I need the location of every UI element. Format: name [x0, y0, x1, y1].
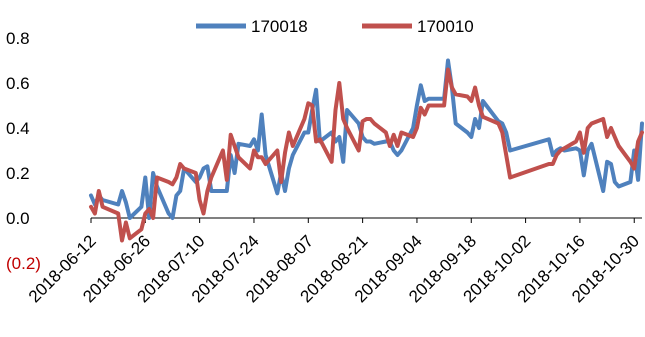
y-tick-label: 0.4 — [6, 119, 30, 138]
y-axis-ticks: 0.8 0.6 0.4 0.2 0.0 (0.2) — [6, 29, 41, 273]
legend: 170018 170010 — [196, 17, 474, 36]
y-tick-label: 0.0 — [6, 209, 30, 228]
legend-label-170018: 170018 — [251, 17, 308, 36]
y-tick-label: (0.2) — [6, 254, 41, 273]
x-axis-ticks: 2018-06-122018-06-262018-07-102018-07-24… — [25, 218, 643, 306]
series-line-170018 — [89, 58, 644, 220]
y-tick-label: 0.8 — [6, 29, 30, 48]
series-line-170010 — [89, 67, 644, 243]
y-tick-label: 0.2 — [6, 164, 30, 183]
legend-label-170010: 170010 — [417, 17, 474, 36]
y-tick-label: 0.6 — [6, 74, 30, 93]
series-layer — [89, 58, 644, 243]
